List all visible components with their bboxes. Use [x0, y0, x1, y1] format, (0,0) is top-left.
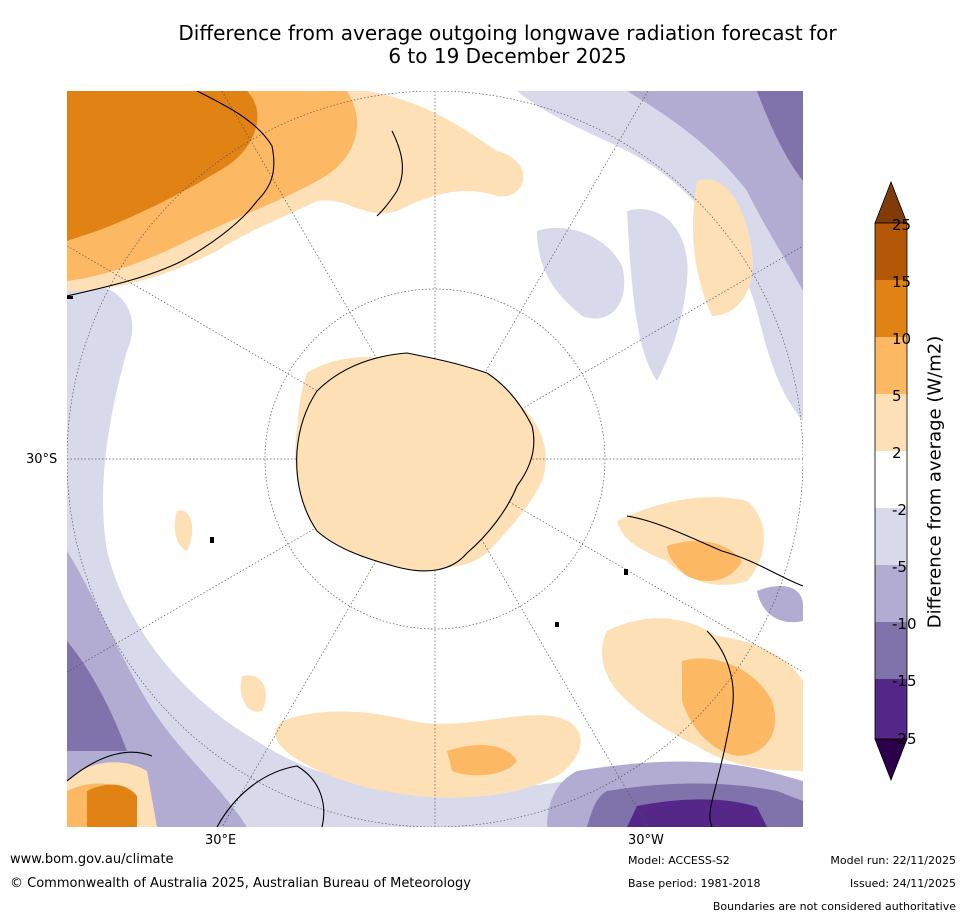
legend-tick-neg10: -10	[892, 615, 917, 633]
footer-model: Model: ACCESS-S2	[628, 854, 730, 867]
legend-tick-25: 25	[892, 216, 911, 234]
legend-bin-neutral	[875, 451, 907, 508]
legend-title: Difference from average (W/m2)	[924, 335, 946, 629]
lon-label-30e: 30°E	[205, 833, 237, 848]
footer-disclaimer: Boundaries are not considered authoritat…	[712, 900, 956, 913]
legend-tick-2: 2	[892, 444, 902, 462]
legend-bin-neg5-neg10	[875, 565, 907, 622]
coastlines	[67, 91, 803, 827]
legend-bin-2-5	[875, 394, 907, 451]
legend-tick-neg5: -5	[892, 558, 907, 576]
footer-model-run: Model run: 22/11/2025	[830, 854, 956, 867]
footer-copyright: © Commonwealth of Australia 2025, Austra…	[10, 876, 471, 891]
legend-bin-15-25	[875, 223, 907, 280]
islands	[67, 296, 628, 627]
polar-map	[67, 91, 803, 827]
antarctica-landmass	[296, 352, 535, 572]
legend-tick-neg25: -25	[892, 730, 917, 748]
footer-issued: Issued: 24/11/2025	[849, 877, 956, 890]
legend-bin-neg2-neg5	[875, 508, 907, 565]
footer-website[interactable]: www.bom.gov.au/climate	[10, 852, 174, 867]
chart-title: Difference from average outgoing longwav…	[100, 22, 915, 68]
legend-bin-10-15	[875, 280, 907, 337]
legend-tick-neg2: -2	[892, 501, 907, 519]
legend-colorbar: 25 15 10 5 2 -2 -5 -10 -15 -25	[874, 180, 917, 782]
legend-tick-15: 15	[892, 273, 911, 291]
lat-label-30s: 30°S	[26, 452, 58, 467]
legend-tick-10: 10	[892, 330, 911, 348]
legend-bin-neg10-neg15	[875, 622, 907, 679]
title-line-2: 6 to 19 December 2025	[388, 44, 627, 68]
anomaly-band-purple-deepest	[627, 799, 767, 827]
legend-bin-neg15-neg25	[875, 679, 907, 739]
legend-bin-5-10	[875, 337, 907, 394]
footer-base-period: Base period: 1981-2018	[628, 877, 761, 890]
legend-tick-neg15: -15	[892, 672, 917, 690]
legend-tick-5: 5	[892, 387, 902, 405]
title-line-1: Difference from average outgoing longwav…	[178, 21, 837, 45]
lon-label-30w: 30°W	[628, 833, 664, 848]
anomaly-band-orange-dark	[67, 91, 258, 827]
